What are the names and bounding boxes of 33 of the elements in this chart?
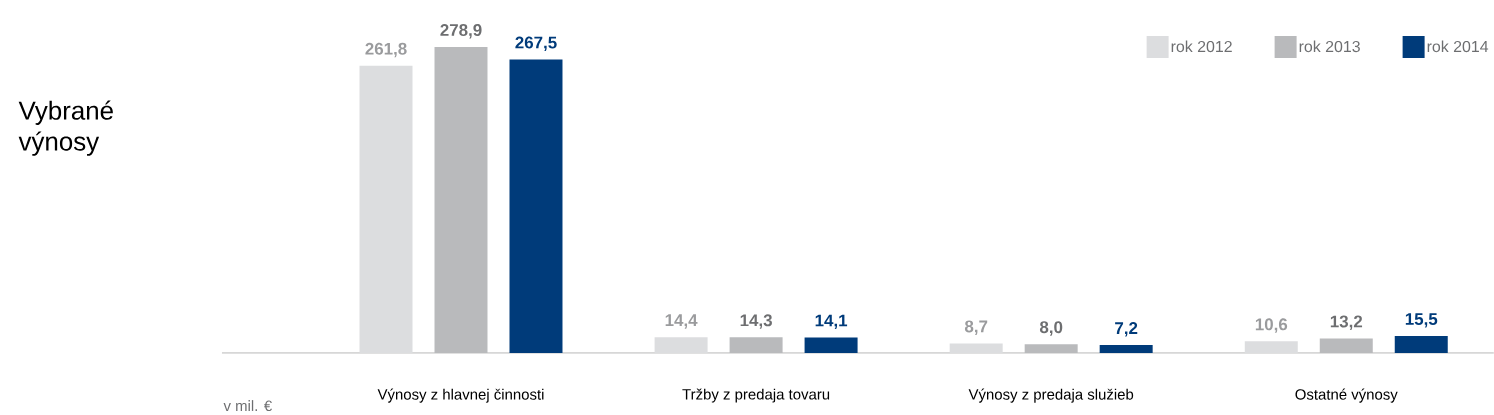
data-label: 14,3: [740, 314, 772, 329]
data-label: 8,7: [964, 320, 988, 335]
data-label: 10,6: [1255, 318, 1288, 333]
bar: [654, 337, 708, 353]
data-label: 14,1: [815, 314, 848, 329]
bar: [1319, 338, 1373, 353]
bar: [729, 337, 783, 353]
x-tick-label: Výnosy z predaja služieb: [968, 388, 1134, 403]
x-tick-label: Výnosy z hlavnej činnosti: [377, 388, 544, 403]
text: Vybrané výnosy: [18, 100, 113, 156]
legend-label: rok 2014: [1427, 40, 1489, 53]
data-label: 15,5: [1405, 313, 1438, 328]
data-label: 13,2: [1330, 315, 1363, 330]
bar: [949, 343, 1003, 353]
bar: [1099, 345, 1153, 353]
bar: [359, 65, 413, 353]
bar: [804, 337, 858, 353]
bar: [1024, 344, 1078, 353]
bar: [434, 47, 488, 353]
data-label: 267,5: [515, 36, 557, 52]
data-label: 261,8: [365, 42, 407, 58]
bar: [1244, 341, 1298, 353]
bar: [1394, 335, 1448, 353]
x-tick-label: Ostatné výnosy: [1295, 388, 1398, 403]
bar: [509, 59, 563, 353]
data-label: 14,4: [665, 314, 698, 329]
legend-label: rok 2013: [1299, 40, 1360, 53]
x-tick-label: Tržby z predaja tovaru: [682, 388, 830, 403]
legend-label: rok 2012: [1171, 40, 1232, 53]
text: v mil. €: [223, 400, 272, 412]
data-label: 7,2: [1115, 322, 1138, 337]
data-label: 278,9: [440, 24, 482, 39]
data-label: 8,0: [1039, 321, 1063, 336]
